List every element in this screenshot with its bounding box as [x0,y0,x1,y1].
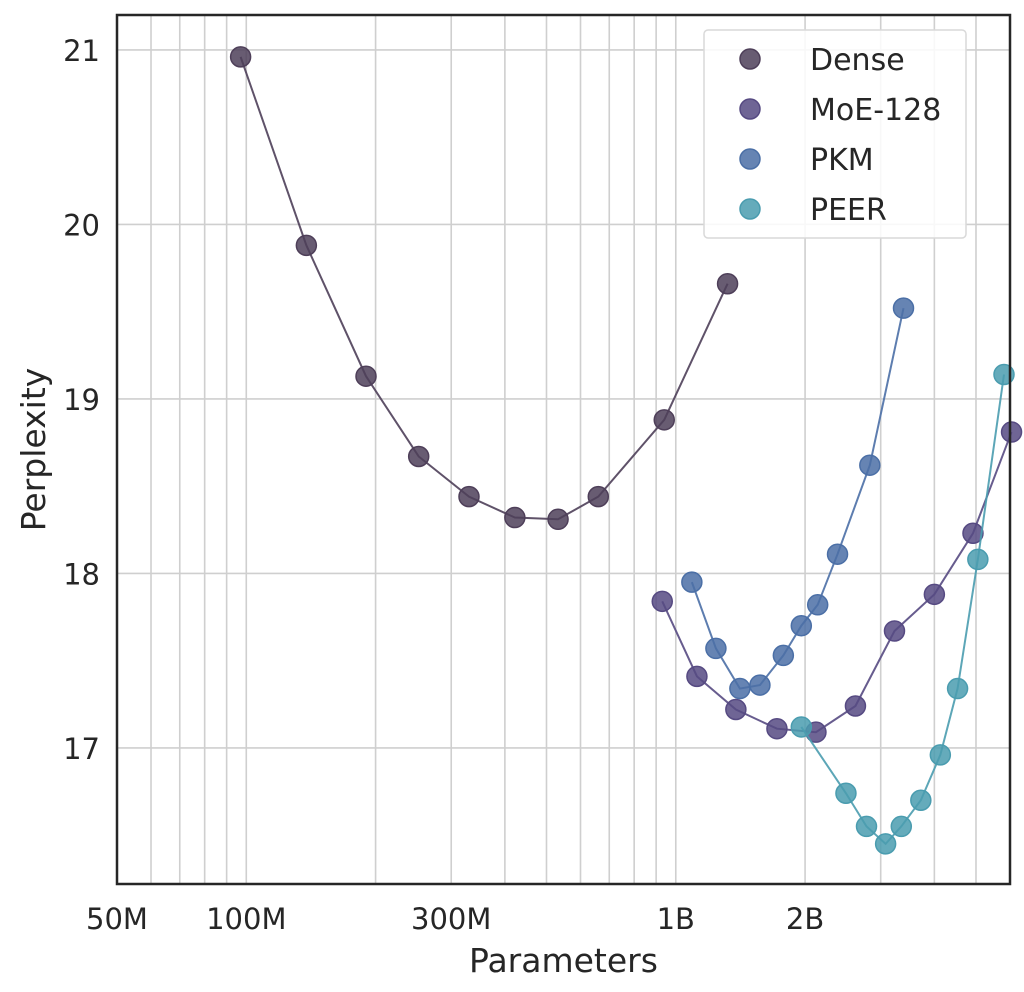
series-line-peer [800,374,1005,846]
legend-label-pkm: PKM [810,143,874,178]
series-pkm [681,297,915,700]
data-point-peer [946,677,969,700]
data-point-peer [790,716,813,738]
data-point-pkm [705,637,727,660]
data-point-moe-128 [883,620,906,642]
data-point-moe-128 [651,590,674,613]
x-tick-label: 300M [411,902,491,936]
y-axis-label: Perplexity [14,368,53,532]
data-point-dense [587,485,610,508]
data-point-peer [890,815,913,838]
data-point-peer [855,815,878,838]
y-tick-labels: 17 18 19 20 21 [63,34,100,766]
data-point-moe-128 [766,717,788,740]
x-tick-label: 1B [657,902,695,936]
legend: Dense MoE-128 PKM PEER [703,29,967,239]
data-point-dense [295,234,318,257]
legend-label-dense: Dense [810,43,905,78]
data-point-pkm [790,614,813,637]
legend-label-peer: PEER [810,193,887,228]
series-layer [229,46,1023,855]
x-tick-label: 100M [206,902,286,936]
series-dense [229,46,739,531]
legend-box [703,29,967,239]
x-tick-label: 2B [786,902,824,936]
series-line-pkm [690,307,905,690]
data-point-pkm [806,594,829,616]
data-point-pkm [892,297,915,319]
data-point-peer [835,782,857,805]
x-axis-label: Parameters [469,941,658,980]
data-point-moe-128 [962,522,984,545]
data-point-moe-128 [725,698,747,721]
data-point-peer [929,744,952,766]
data-point-peer [967,548,989,571]
data-point-dense [653,409,675,431]
data-point-peer [910,789,932,811]
plot-frame [115,13,1012,886]
data-point-moe-128 [1000,421,1023,443]
legend-label-moe-128: MoE-128 [810,93,941,128]
series-peer [790,363,1015,855]
x-tick-labels: 50M 100M 300M 1B 2B [86,902,824,936]
data-point-pkm [826,543,849,565]
data-point-dense [716,272,739,295]
series-line-moe-128 [661,431,1013,734]
y-tick-label: 17 [63,732,100,766]
y-tick-label: 18 [63,557,100,591]
legend-marker-peer [739,198,761,220]
data-point-dense [355,365,377,387]
series-line-dense [239,56,729,521]
y-tick-label: 19 [63,383,100,417]
y-tick-label: 21 [63,34,100,68]
legend-marker-moe-128 [739,98,761,120]
data-point-dense [458,485,480,508]
y-tick-label: 20 [63,208,100,242]
data-point-dense [407,445,430,468]
data-point-pkm [772,644,795,667]
data-point-moe-128 [844,695,867,717]
data-point-pkm [681,571,703,593]
data-point-dense [504,506,526,529]
data-point-peer [874,833,897,855]
gridlines [116,15,1011,884]
data-point-dense [547,508,569,531]
data-point-pkm [749,674,771,696]
data-point-dense [229,46,252,68]
data-point-pkm [729,677,751,700]
series-moe-128 [651,421,1023,743]
data-point-pkm [859,454,881,476]
x-tick-label: 50M [86,902,148,936]
data-point-moe-128 [923,583,946,606]
data-point-moe-128 [686,665,708,688]
legend-marker-pkm [739,148,761,170]
legend-marker-dense [739,48,761,70]
